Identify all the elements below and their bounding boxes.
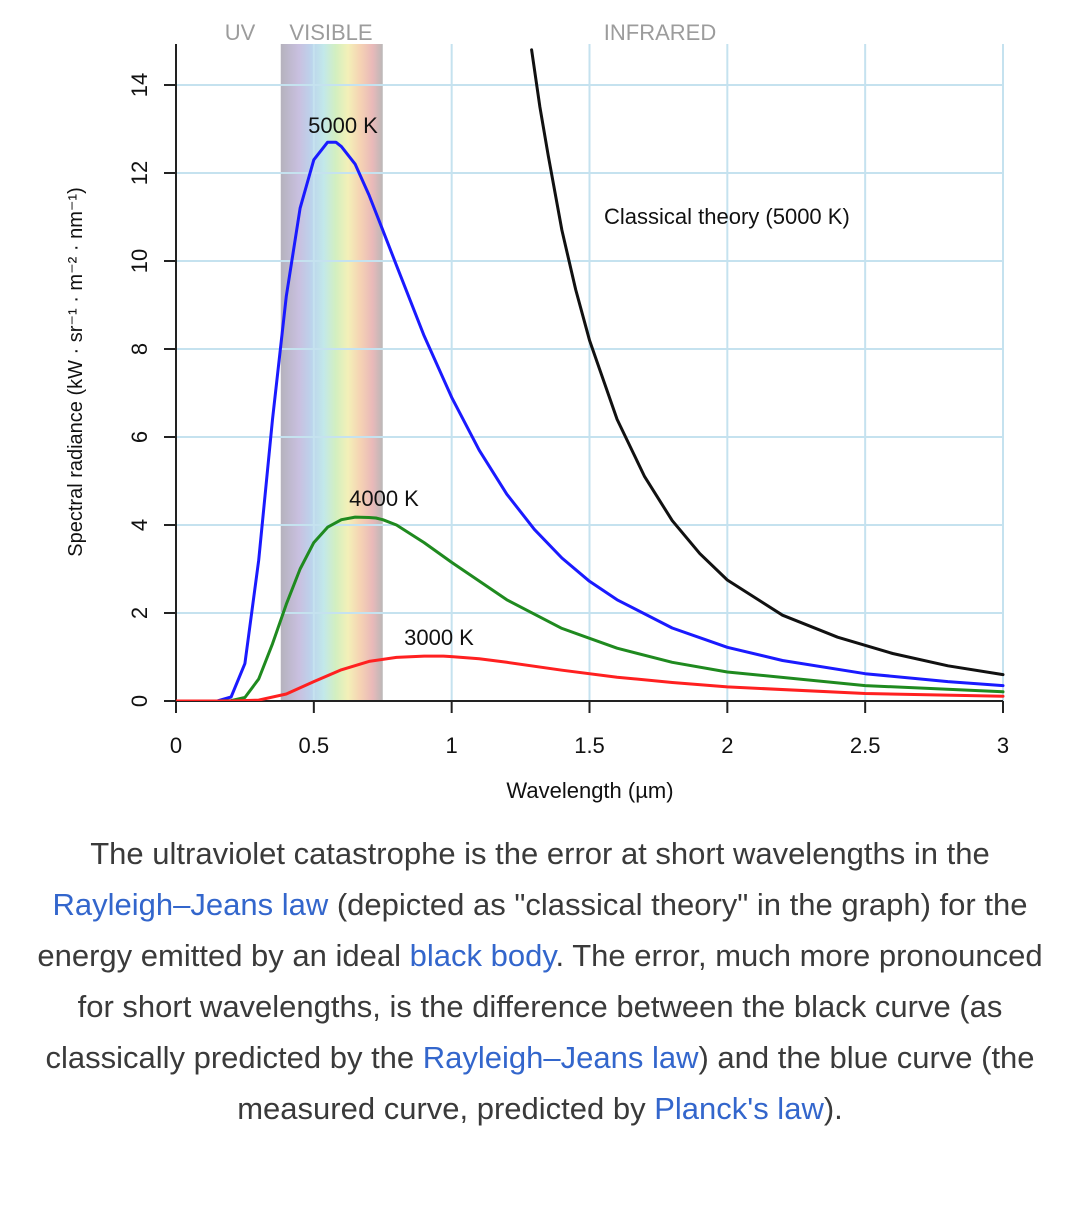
x-tick-label: 0 — [170, 733, 182, 758]
caption-text: ). — [823, 1091, 843, 1126]
blackbody-chart: 0 0.5 1 1.5 2 2.5 3 0 2 4 6 8 10 12 14 UV VISIBLE INFR… — [65, 20, 1009, 803]
region-label-uv: UV — [225, 20, 256, 45]
caption-text: The ultraviolet catastrophe is the error… — [90, 836, 990, 871]
region-label-visible: VISIBLE — [289, 20, 372, 45]
x-tick-label: 2.5 — [850, 733, 881, 758]
plancks-law-link[interactable]: Planck's law — [654, 1091, 824, 1126]
curve-label-4000k: 4000 K — [349, 486, 419, 511]
y-tick-label: 2 — [127, 607, 152, 619]
x-tick-label: 2 — [721, 733, 733, 758]
figure-caption: The ultraviolet catastrophe is the error… — [30, 828, 1050, 1134]
y-axis-label: Spectral radiance (kW · sr⁻¹ · m⁻² · nm⁻… — [65, 187, 87, 556]
caption-text: (depicted as "classical theory" in the g… — [37, 887, 1028, 973]
chart-container: 0 0.5 1 1.5 2 2.5 3 0 2 4 6 8 10 12 14 UV VISIBLE INFR… — [65, 20, 1009, 803]
visible-spectrum-band — [280, 44, 383, 701]
y-tick-label: 4 — [127, 519, 152, 531]
y-tick-label: 0 — [127, 695, 152, 707]
black-body-link[interactable]: black body — [409, 938, 556, 973]
y-tick-label: 12 — [127, 161, 152, 185]
curve-3000-k — [176, 654, 1005, 701]
y-tick-label: 10 — [127, 249, 152, 273]
x-tick-label: 0.5 — [299, 733, 330, 758]
curve-4000-k — [176, 515, 1005, 701]
region-label-infrared: INFRARED — [604, 20, 716, 45]
x-tick-label: 1 — [446, 733, 458, 758]
y-tick-label: 14 — [127, 73, 152, 97]
curve-label-classical: Classical theory (5000 K) — [604, 204, 850, 229]
caption-text: . The error, much more pronounced for sh… — [45, 938, 1043, 1075]
x-axis-label: Wavelength (µm) — [506, 778, 673, 803]
curve-5000-k — [176, 140, 1005, 701]
x-tick-label: 1.5 — [574, 733, 605, 758]
rayleigh-jeans-link[interactable]: Rayleigh–Jeans law — [422, 1040, 699, 1075]
curve-label-5000k: 5000 K — [308, 113, 378, 138]
y-tick-label: 6 — [127, 431, 152, 443]
y-tick-label: 8 — [127, 343, 152, 355]
x-tick-label: 3 — [997, 733, 1009, 758]
curve-label-3000k: 3000 K — [404, 625, 474, 650]
caption-text: ) and the blue curve (the measured curve… — [237, 1040, 1035, 1126]
rayleigh-jeans-link[interactable]: Rayleigh–Jeans law — [52, 887, 329, 922]
curve-classical-theory-5000-k — [530, 48, 1005, 677]
